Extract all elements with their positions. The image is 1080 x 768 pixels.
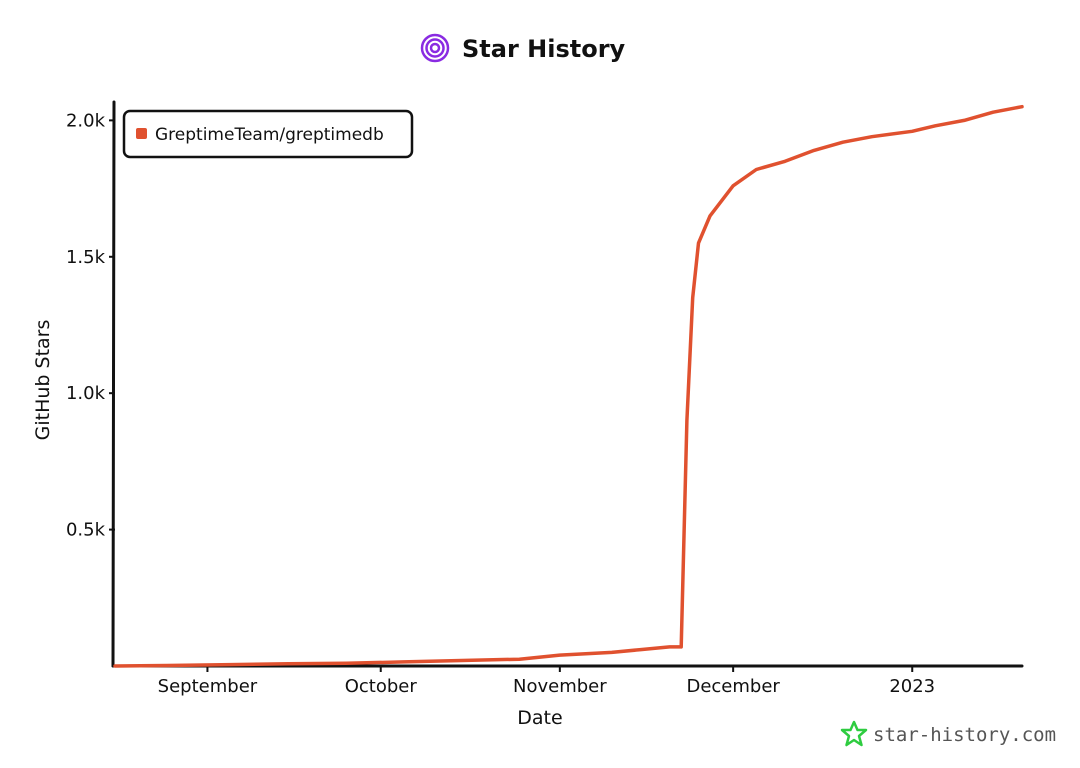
x-tick-label: December <box>686 676 780 697</box>
title-logo-icon <box>420 33 450 63</box>
x-axis-ticks: September October November December 2023 <box>158 666 935 697</box>
x-axis-label: Date <box>517 707 562 729</box>
legend-swatch <box>136 128 147 139</box>
y-tick-label: 1.5k <box>66 247 106 268</box>
chart-title: Star History <box>462 35 626 63</box>
star-history-logo-icon <box>840 720 868 747</box>
y-axis-ticks: 0.5k 1.0k 1.5k 2.0k <box>66 110 115 541</box>
x-tick-label: 2023 <box>889 676 935 697</box>
legend-entry: GreptimeTeam/greptimedb <box>155 125 384 145</box>
x-tick-label: November <box>513 676 607 697</box>
y-tick-label: 1.0k <box>66 383 106 404</box>
y-axis <box>111 100 116 668</box>
watermark-text: star-history.com <box>873 724 1056 746</box>
y-tick-label: 2.0k <box>66 110 106 131</box>
legend: GreptimeTeam/greptimedb <box>122 109 414 159</box>
series-line-greptimedb <box>113 104 1024 668</box>
y-tick-label: 0.5k <box>66 520 106 541</box>
legend-box <box>122 109 414 159</box>
y-axis-label: GitHub Stars <box>32 320 54 441</box>
x-tick-label: October <box>345 676 418 697</box>
x-tick-label: September <box>158 676 258 697</box>
